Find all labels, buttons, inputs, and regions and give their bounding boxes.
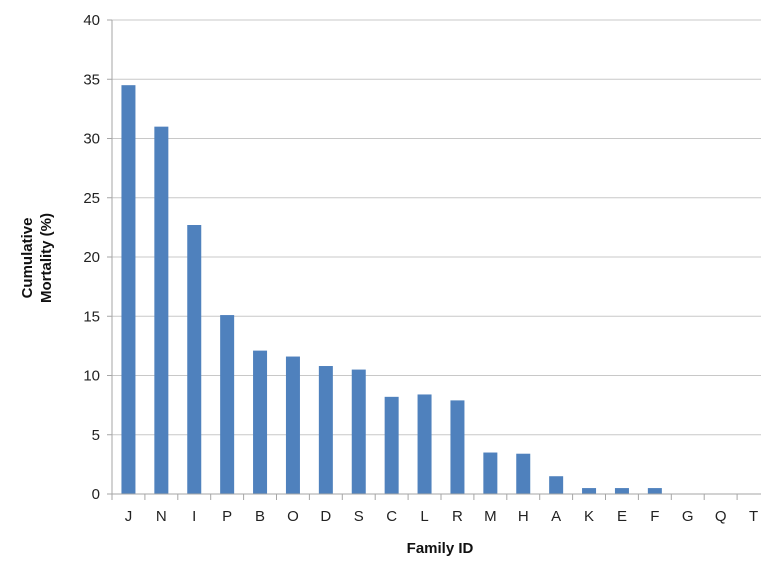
bar-O: [285, 356, 300, 494]
bar-R: [450, 400, 465, 494]
y-tick-label: 20: [83, 249, 100, 266]
x-tick-label: E: [617, 508, 627, 525]
x-tick-label: R: [452, 508, 463, 525]
bars: [121, 85, 662, 495]
y-tick-label: 0: [92, 486, 100, 503]
y-axis-title-line-1: Cumulative: [19, 218, 36, 299]
x-tick-label: P: [222, 508, 232, 525]
x-tick-label: H: [518, 508, 529, 525]
x-tick-label: L: [420, 508, 428, 525]
x-tick-label: J: [125, 508, 133, 525]
x-tick-label: C: [386, 508, 397, 525]
bar-L: [417, 394, 432, 494]
y-tick-labels: 0 5 10 15 20 25 30 35 40: [83, 12, 100, 503]
x-axis-title: Family ID: [407, 540, 474, 557]
bar-S: [351, 369, 366, 494]
bar-C: [384, 396, 399, 494]
x-tick-label: S: [354, 508, 364, 525]
axes: [107, 19, 761, 500]
x-tick-label: G: [682, 508, 694, 525]
x-tick-label: A: [551, 508, 561, 525]
bar-I: [187, 225, 202, 494]
bar-M: [483, 452, 498, 494]
x-tick-label: F: [650, 508, 659, 525]
x-tick-label: I: [192, 508, 196, 525]
x-tick-label: Q: [715, 508, 727, 525]
bar-F: [647, 488, 662, 494]
y-axis-title: Cumulative Mortality (%): [19, 213, 55, 303]
bar-A: [549, 476, 564, 494]
gridlines: [112, 19, 761, 436]
bar-H: [516, 453, 531, 494]
y-tick-label: 35: [83, 71, 100, 88]
y-tick-label: 10: [83, 368, 100, 385]
y-tick-label: 30: [83, 131, 100, 148]
x-tick-label: B: [255, 508, 265, 525]
x-tick-label: O: [287, 508, 299, 525]
bar-E: [614, 488, 629, 494]
y-axis-title-line-2: Mortality (%): [38, 213, 55, 303]
x-tick-label: K: [584, 508, 594, 525]
bar-B: [253, 350, 268, 494]
y-tick-label: 40: [83, 12, 100, 29]
x-tick-label: M: [484, 508, 497, 525]
y-tick-label: 15: [83, 308, 100, 325]
x-tick-label: N: [156, 508, 167, 525]
bar-K: [582, 488, 597, 494]
y-tick-label: 25: [83, 190, 100, 207]
bar-N: [154, 126, 169, 495]
y-tick-label: 5: [92, 427, 100, 444]
x-tick-label: D: [320, 508, 331, 525]
bar-D: [318, 366, 333, 494]
bar-P: [220, 315, 235, 494]
x-tick-label: T: [749, 508, 758, 525]
bar-J: [121, 85, 136, 495]
